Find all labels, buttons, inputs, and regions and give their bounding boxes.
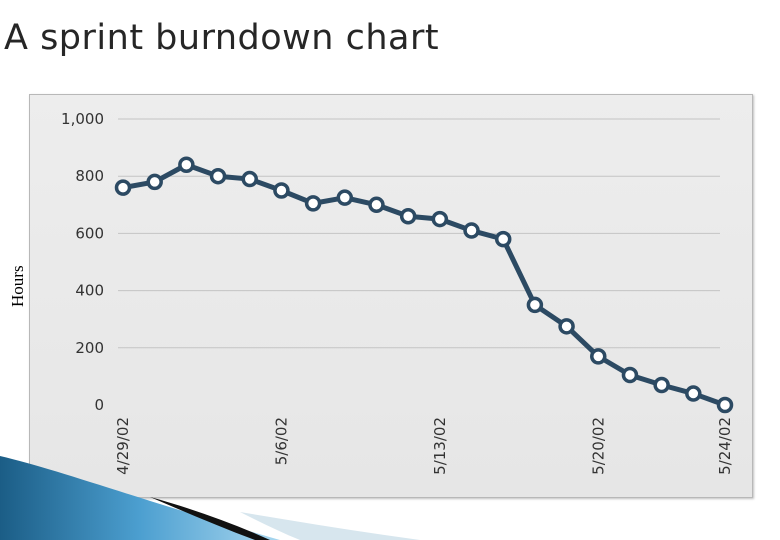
data-point: [368, 196, 385, 214]
data-point: [431, 210, 449, 228]
data-point: [399, 207, 417, 225]
x-tick-label: 5/6/02: [272, 417, 290, 465]
x-tick-label: 5/13/02: [431, 417, 449, 475]
data-point: [621, 366, 639, 384]
data-point: [558, 318, 575, 335]
data-point: [494, 230, 512, 248]
chart-panel: 0 200 400 600 800 1,000 4/29/02 5/6/02 5/13/02 5/…: [29, 94, 753, 498]
data-point: [685, 385, 702, 402]
data-point: [590, 348, 607, 365]
x-tick-label: 5/24/02: [716, 417, 734, 475]
data-point: [526, 296, 544, 314]
y-tick-label: 1,000: [61, 110, 104, 128]
y-tick-label: 800: [75, 167, 104, 185]
x-tick-label: 4/29/02: [114, 417, 132, 475]
x-tick-label: 5/20/02: [589, 417, 607, 475]
data-point: [209, 167, 227, 185]
slide-title: A sprint burndown chart: [4, 18, 440, 58]
y-tick-label: 200: [75, 339, 104, 357]
burndown-chart: 0 200 400 600 800 1,000 4/29/02 5/6/02 5/13/02 5/…: [61, 110, 734, 475]
data-point: [653, 376, 670, 394]
data-point: [463, 222, 480, 239]
data-point: [241, 170, 258, 188]
y-tick-label: 600: [75, 224, 104, 242]
data-point: [336, 189, 354, 206]
y-axis-label: Hours: [8, 265, 27, 307]
data-point: [178, 156, 195, 174]
data-point: [146, 173, 163, 191]
data-point: [273, 182, 290, 199]
data-point: [304, 195, 322, 212]
y-tick-label: 400: [75, 282, 104, 300]
data-point: [114, 179, 132, 196]
data-point: [716, 396, 734, 414]
y-tick-label: 0: [94, 396, 104, 414]
